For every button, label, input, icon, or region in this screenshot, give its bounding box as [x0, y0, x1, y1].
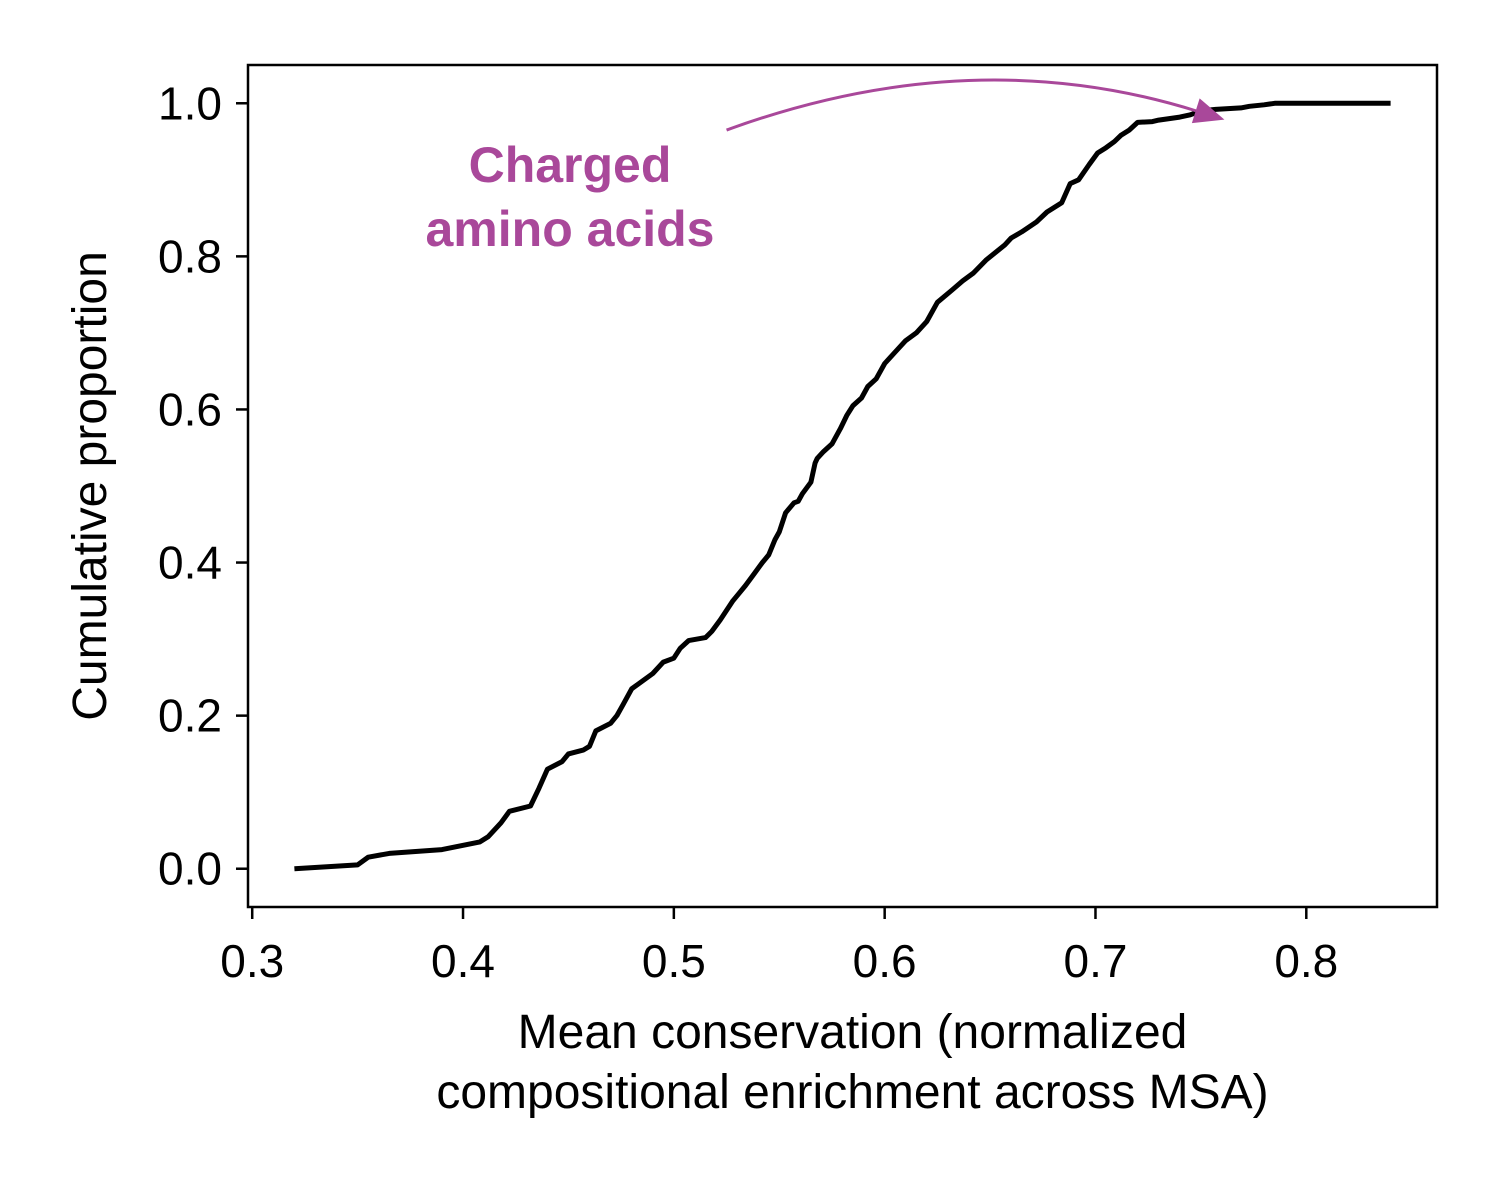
x-axis-ticks: 0.3 0.4 0.5 0.6 0.7 0.8	[220, 907, 1338, 987]
y-tick-label: 0.6	[158, 383, 222, 435]
x-tick-label: 0.3	[220, 935, 284, 987]
y-tick-label: 0.0	[158, 843, 222, 895]
x-tick-label: 0.7	[1064, 935, 1128, 987]
x-axis-label: Mean conservation (normalized composition…	[436, 1006, 1268, 1119]
plot-frame	[246, 63, 1439, 909]
x-axis-label-line: Mean conservation (normalized	[518, 1006, 1188, 1059]
y-tick-label: 0.8	[158, 230, 222, 282]
y-tick-label: 0.4	[158, 537, 222, 589]
annotation-charged-amino-acids: Charged amino acids	[426, 137, 715, 257]
annotation-line: amino acids	[426, 201, 715, 257]
x-axis-label-line: compositional enrichment across MSA)	[436, 1066, 1268, 1119]
y-tick-label: 1.0	[158, 77, 222, 129]
y-tick-label: 0.2	[158, 690, 222, 742]
x-tick-label: 0.5	[642, 935, 706, 987]
x-tick-label: 0.6	[853, 935, 917, 987]
cdf-line	[294, 100, 1391, 872]
annotation-arrow	[726, 78, 1197, 132]
annotation-arrowhead	[1191, 98, 1225, 124]
annotation-line: Charged	[469, 137, 672, 193]
y-axis-ticks: 0.0 0.2 0.4 0.6 0.8 1.0	[158, 77, 248, 895]
y-axis-label: Cumulative proportion	[64, 251, 117, 721]
x-tick-label: 0.4	[431, 935, 495, 987]
x-tick-label: 0.8	[1274, 935, 1338, 987]
